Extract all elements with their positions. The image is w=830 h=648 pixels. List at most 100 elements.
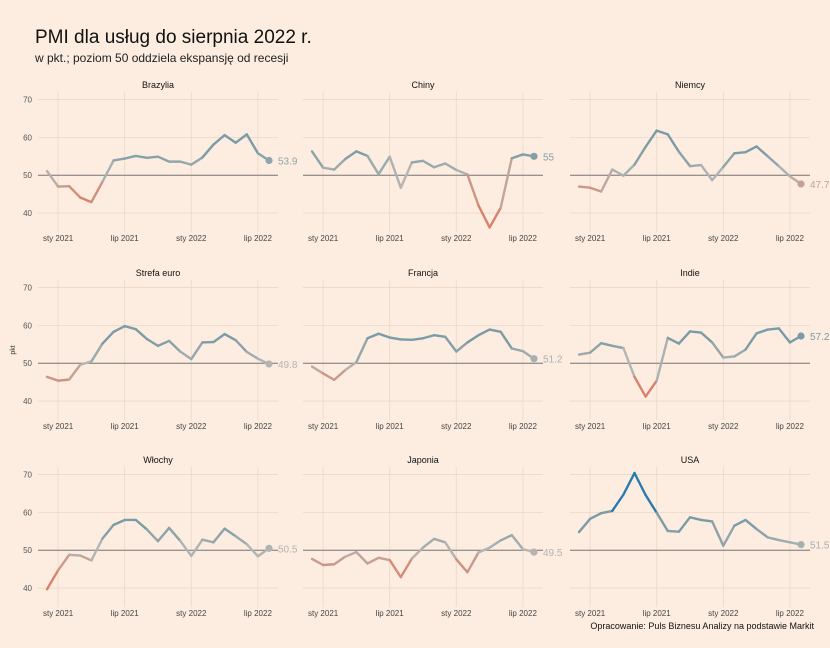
source-note: Opracowanie: Puls Biznesu Analizy na pod… (590, 621, 814, 631)
series-segment (733, 348, 747, 358)
series-segment (733, 518, 747, 527)
series-segment (711, 520, 725, 547)
page-title: PMI dla usług do sierpnia 2022 r. (35, 27, 312, 48)
series-segment (67, 363, 82, 381)
series-segment (355, 150, 369, 158)
series-segment (766, 536, 780, 542)
series-segment (344, 360, 358, 372)
series-segment (112, 157, 126, 162)
y-tick-label: 70 (23, 96, 32, 105)
series-segment (777, 327, 792, 344)
y-tick-label: 40 (23, 209, 32, 218)
series-segment (388, 336, 402, 341)
series-segment (744, 518, 758, 531)
series-segment (223, 527, 237, 538)
series-segment (510, 533, 525, 551)
page-subtitle: w pkt.; poziom 50 oddziela ekspansję od … (35, 51, 289, 65)
last-value-point (265, 544, 273, 552)
series-segment (321, 372, 336, 382)
x-tick-label: sty 2022 (176, 234, 207, 243)
series-segment (477, 204, 491, 229)
last-value-point (530, 355, 538, 363)
series-segment (399, 161, 414, 189)
x-tick-label: lip 2021 (376, 422, 405, 431)
x-tick-label: sty 2021 (308, 609, 339, 618)
series-segment (466, 334, 480, 344)
series-segment (755, 145, 769, 158)
series-segment (101, 330, 115, 345)
series-segment (212, 527, 226, 544)
series-segment (45, 375, 60, 382)
x-tick-label: sty 2021 (575, 609, 606, 618)
last-value-point (797, 180, 805, 188)
series-segment (190, 341, 204, 361)
y-tick-label: 50 (23, 359, 32, 368)
series-segment (766, 327, 780, 331)
series-segment (101, 159, 115, 183)
panel-title: Japonia (407, 455, 439, 465)
y-tick-label: 60 (23, 508, 32, 517)
series-segment (101, 523, 115, 540)
series-segment (677, 330, 692, 345)
series-segment (79, 196, 93, 204)
series-segment (611, 344, 625, 350)
last-value-label: 50.5 (278, 544, 298, 555)
panel-title: Indie (680, 268, 700, 278)
y-axis-label: pkt (10, 345, 17, 354)
last-value-label: 57.2 (810, 332, 830, 343)
series-segment (310, 557, 325, 567)
series-segment (399, 557, 414, 579)
y-tick-label: 50 (23, 546, 32, 555)
series-segment (633, 471, 647, 497)
x-tick-label: sty 2022 (708, 422, 739, 431)
x-tick-label: sty 2021 (575, 422, 606, 431)
x-tick-label: lip 2022 (776, 234, 805, 243)
series-segment (178, 350, 193, 361)
series-segment (466, 173, 480, 207)
series-segment (499, 533, 513, 542)
series-segment (711, 165, 725, 182)
panel-title: Niemcy (675, 80, 706, 90)
series-segment (600, 341, 614, 348)
series-segment (444, 162, 458, 172)
series-segment (766, 155, 780, 168)
series-segment (156, 339, 171, 348)
series-segment (688, 330, 703, 334)
series-segment (622, 471, 636, 496)
series-segment (366, 154, 380, 176)
series-segment (488, 206, 502, 229)
series-segment (134, 518, 149, 531)
series-segment (655, 336, 669, 382)
panel-title: Włochy (143, 455, 173, 465)
series-segment (333, 157, 347, 171)
series-segment (688, 516, 703, 522)
series-segment (245, 350, 260, 360)
x-tick-label: lip 2021 (111, 609, 140, 618)
series-segment (388, 155, 402, 189)
series-segment (432, 162, 447, 169)
series-segment (633, 145, 647, 166)
series-segment (344, 550, 358, 558)
series-segment (421, 334, 436, 340)
last-value-point (530, 548, 538, 556)
series-segment (644, 379, 658, 398)
series-segment (321, 166, 336, 171)
series-segment (711, 341, 725, 359)
last-value-label: 53.9 (278, 156, 298, 167)
series-segment (577, 185, 592, 189)
y-tick-label: 60 (23, 321, 32, 330)
x-tick-label: sty 2022 (441, 422, 472, 431)
series-segment (190, 156, 204, 166)
x-tick-label: sty 2021 (43, 234, 74, 243)
series-segment (344, 150, 358, 161)
series-segment (622, 346, 636, 379)
series-segment (477, 546, 491, 554)
x-tick-label: sty 2021 (43, 609, 74, 618)
x-tick-label: lip 2021 (643, 234, 672, 243)
series-segment (744, 332, 758, 351)
last-value-label: 51.5 (810, 541, 830, 552)
series-segment (499, 157, 513, 209)
series-segment (410, 337, 425, 341)
series-segment (145, 528, 160, 543)
